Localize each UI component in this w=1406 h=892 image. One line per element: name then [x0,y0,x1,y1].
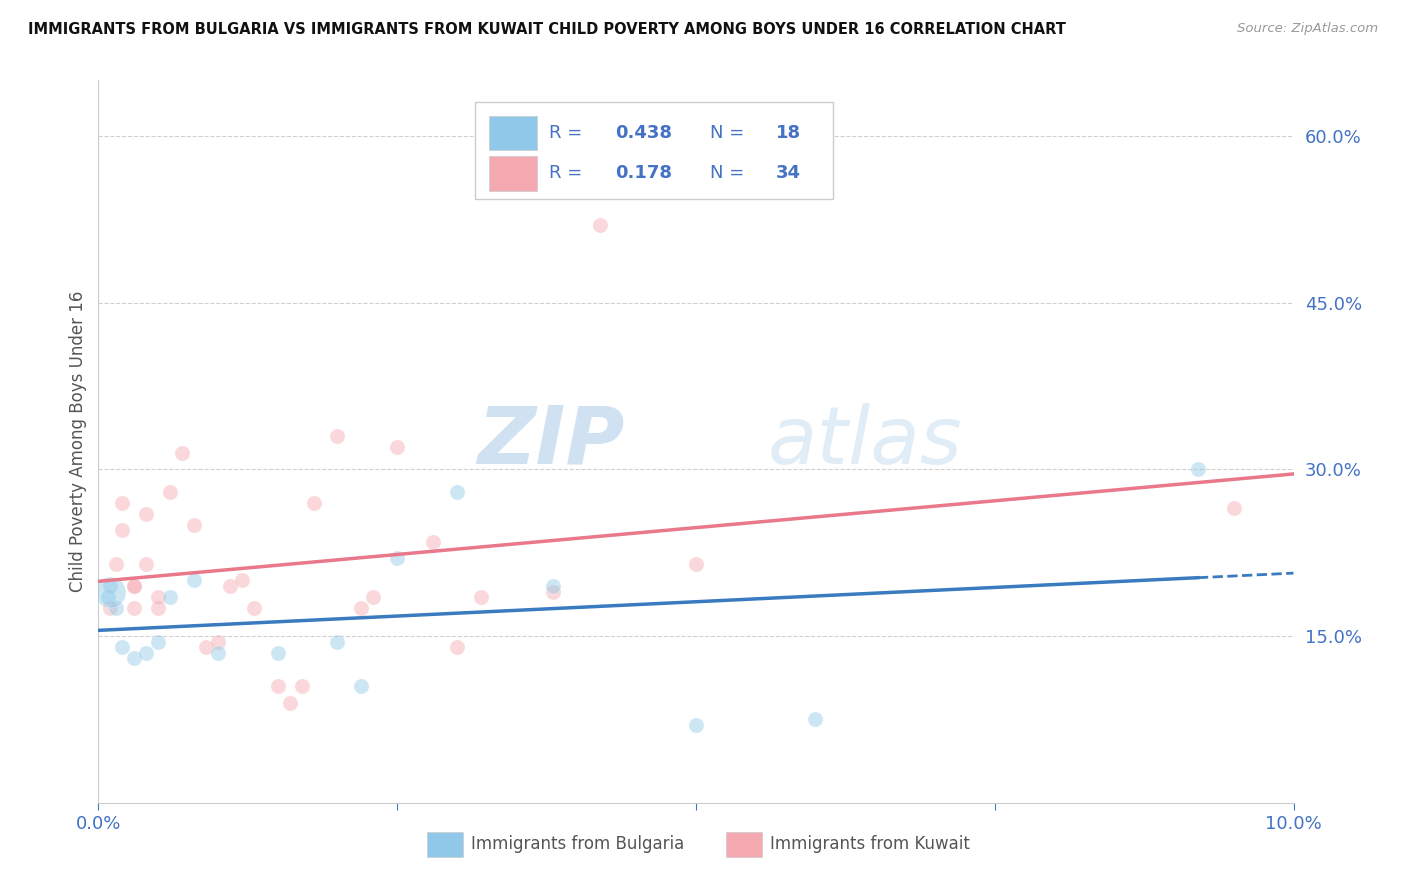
Point [326,634,349,648]
Point [804,713,827,727]
Point [470,590,492,604]
Point [111,524,134,538]
Point [172,445,194,459]
Point [243,601,266,615]
Point [302,496,325,510]
Point [124,651,146,665]
Text: 34: 34 [776,164,801,183]
Point [446,640,468,655]
Point [148,590,170,604]
Point [385,551,409,566]
Text: R =: R = [548,124,588,142]
Point [231,574,253,588]
Point [207,634,229,648]
Point [105,557,128,571]
Point [97,590,120,604]
Point [159,590,181,604]
Point [135,507,157,521]
Point [98,601,122,615]
Point [98,584,122,599]
Point [159,484,181,499]
Text: ZIP: ZIP [477,402,624,481]
Point [111,496,134,510]
Point [111,640,134,655]
Point [589,218,612,232]
Text: Immigrants from Kuwait: Immigrants from Kuwait [770,835,970,854]
Point [291,679,314,693]
Point [183,517,205,532]
Point [135,557,157,571]
Point [219,579,242,593]
Point [183,574,205,588]
Text: 0.178: 0.178 [614,164,672,183]
Point [124,579,146,593]
Point [446,484,468,499]
Point [350,601,373,615]
Text: R =: R = [548,164,588,183]
Text: N =: N = [710,124,751,142]
FancyBboxPatch shape [489,116,537,151]
Point [207,646,229,660]
Text: Immigrants from Bulgaria: Immigrants from Bulgaria [471,835,685,854]
Point [350,679,373,693]
FancyBboxPatch shape [427,831,463,857]
Text: atlas: atlas [768,402,963,481]
Point [363,590,385,604]
Point [135,646,157,660]
Y-axis label: Child Poverty Among Boys Under 16: Child Poverty Among Boys Under 16 [69,291,87,592]
Text: Source: ZipAtlas.com: Source: ZipAtlas.com [1237,22,1378,36]
Point [541,579,564,593]
Point [124,601,146,615]
FancyBboxPatch shape [489,156,537,191]
Point [98,579,122,593]
Point [541,584,564,599]
Point [1223,501,1246,516]
Point [685,718,707,732]
Text: 0.438: 0.438 [614,124,672,142]
Point [195,640,218,655]
Text: 18: 18 [776,124,801,142]
Point [385,440,409,454]
FancyBboxPatch shape [725,831,762,857]
Point [148,601,170,615]
Point [105,601,128,615]
Point [685,557,707,571]
Point [267,646,290,660]
Point [124,579,146,593]
Text: IMMIGRANTS FROM BULGARIA VS IMMIGRANTS FROM KUWAIT CHILD POVERTY AMONG BOYS UNDE: IMMIGRANTS FROM BULGARIA VS IMMIGRANTS F… [28,22,1066,37]
Point [148,634,170,648]
Point [267,679,290,693]
Point [422,534,444,549]
Point [1187,462,1209,476]
Text: N =: N = [710,164,751,183]
Point [278,696,301,710]
Point [326,429,349,443]
FancyBboxPatch shape [475,102,834,200]
